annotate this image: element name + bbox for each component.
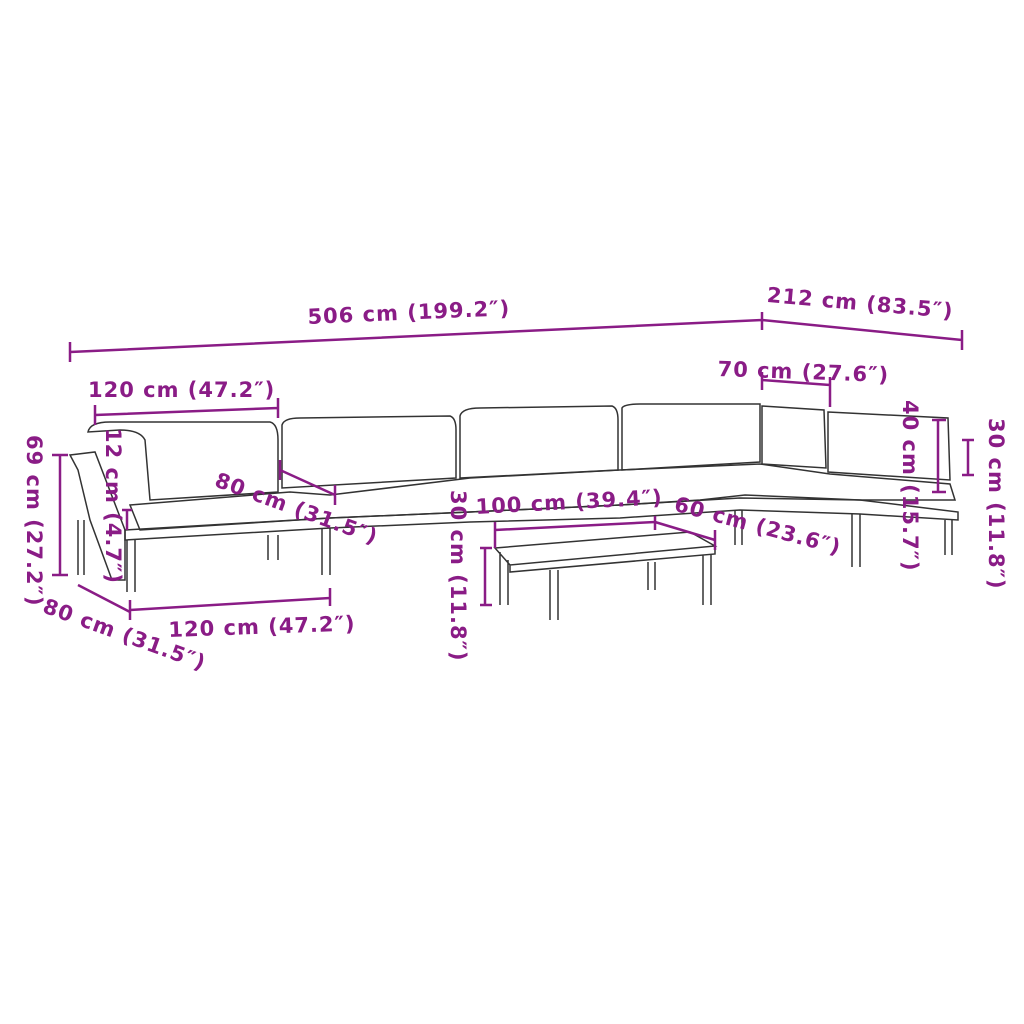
sofa-width-top-label: 120 cm (47.2″) <box>88 378 276 402</box>
back-cushion-5 <box>761 405 827 469</box>
back-cushion-6 <box>827 411 951 481</box>
table-height-label: 30 cm (11.8″) <box>446 490 470 662</box>
seat-height-label: 30 cm (11.8″) <box>984 418 1008 590</box>
back-cushion-1 <box>87 421 279 501</box>
sofa-set <box>68 403 959 620</box>
sofa-frame <box>124 497 959 541</box>
dimension-lines <box>52 312 974 620</box>
back-cushion-3 <box>459 405 619 479</box>
armrest <box>68 451 126 581</box>
armrest-height-label: 12 cm (4.7″) <box>101 428 125 584</box>
total-height-label: 69 cm (27.2″) <box>22 435 46 607</box>
legs <box>77 510 953 592</box>
backrest-height-label: 40 cm (15.7″) <box>898 400 922 572</box>
coffee-table <box>493 531 718 620</box>
back-cushion-4 <box>621 403 761 471</box>
back-cushion-2 <box>281 415 457 489</box>
